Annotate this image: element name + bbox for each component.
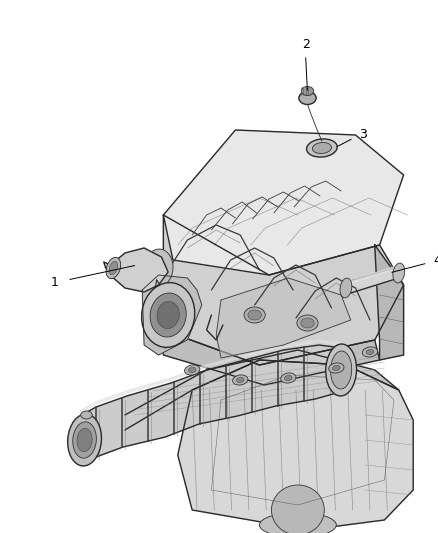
Polygon shape (81, 345, 342, 465)
Ellipse shape (301, 318, 314, 328)
Ellipse shape (312, 142, 332, 154)
Ellipse shape (150, 293, 186, 337)
Ellipse shape (362, 347, 378, 357)
Ellipse shape (340, 278, 352, 298)
Polygon shape (216, 278, 351, 358)
Ellipse shape (331, 351, 352, 389)
Ellipse shape (188, 367, 196, 373)
Text: 4: 4 (433, 254, 438, 266)
Ellipse shape (157, 301, 179, 328)
Ellipse shape (237, 377, 244, 383)
Polygon shape (149, 280, 175, 348)
Text: 2: 2 (302, 37, 310, 51)
Polygon shape (163, 330, 380, 385)
Text: 1: 1 (51, 276, 59, 288)
Ellipse shape (81, 411, 92, 419)
Ellipse shape (299, 92, 316, 104)
Ellipse shape (73, 422, 96, 458)
Ellipse shape (272, 485, 324, 533)
Ellipse shape (332, 366, 340, 370)
Ellipse shape (307, 139, 337, 157)
Ellipse shape (301, 86, 314, 95)
Polygon shape (163, 215, 403, 365)
Ellipse shape (248, 310, 261, 320)
Polygon shape (375, 245, 403, 360)
Polygon shape (163, 130, 403, 275)
Polygon shape (344, 268, 399, 293)
Ellipse shape (259, 513, 336, 533)
Text: 3: 3 (359, 127, 367, 141)
Polygon shape (125, 350, 399, 430)
Ellipse shape (284, 375, 292, 381)
Ellipse shape (184, 365, 200, 375)
Ellipse shape (141, 282, 195, 348)
Ellipse shape (244, 307, 265, 323)
Ellipse shape (393, 263, 405, 283)
Ellipse shape (326, 344, 357, 396)
Ellipse shape (297, 315, 318, 331)
Ellipse shape (281, 373, 296, 383)
Polygon shape (178, 360, 413, 530)
Ellipse shape (109, 261, 118, 274)
Ellipse shape (233, 375, 248, 385)
Ellipse shape (366, 350, 374, 354)
Polygon shape (142, 275, 202, 355)
Polygon shape (104, 248, 168, 292)
Ellipse shape (106, 257, 121, 279)
Ellipse shape (77, 429, 92, 451)
Ellipse shape (328, 363, 344, 373)
Ellipse shape (144, 249, 173, 287)
Ellipse shape (67, 414, 102, 466)
